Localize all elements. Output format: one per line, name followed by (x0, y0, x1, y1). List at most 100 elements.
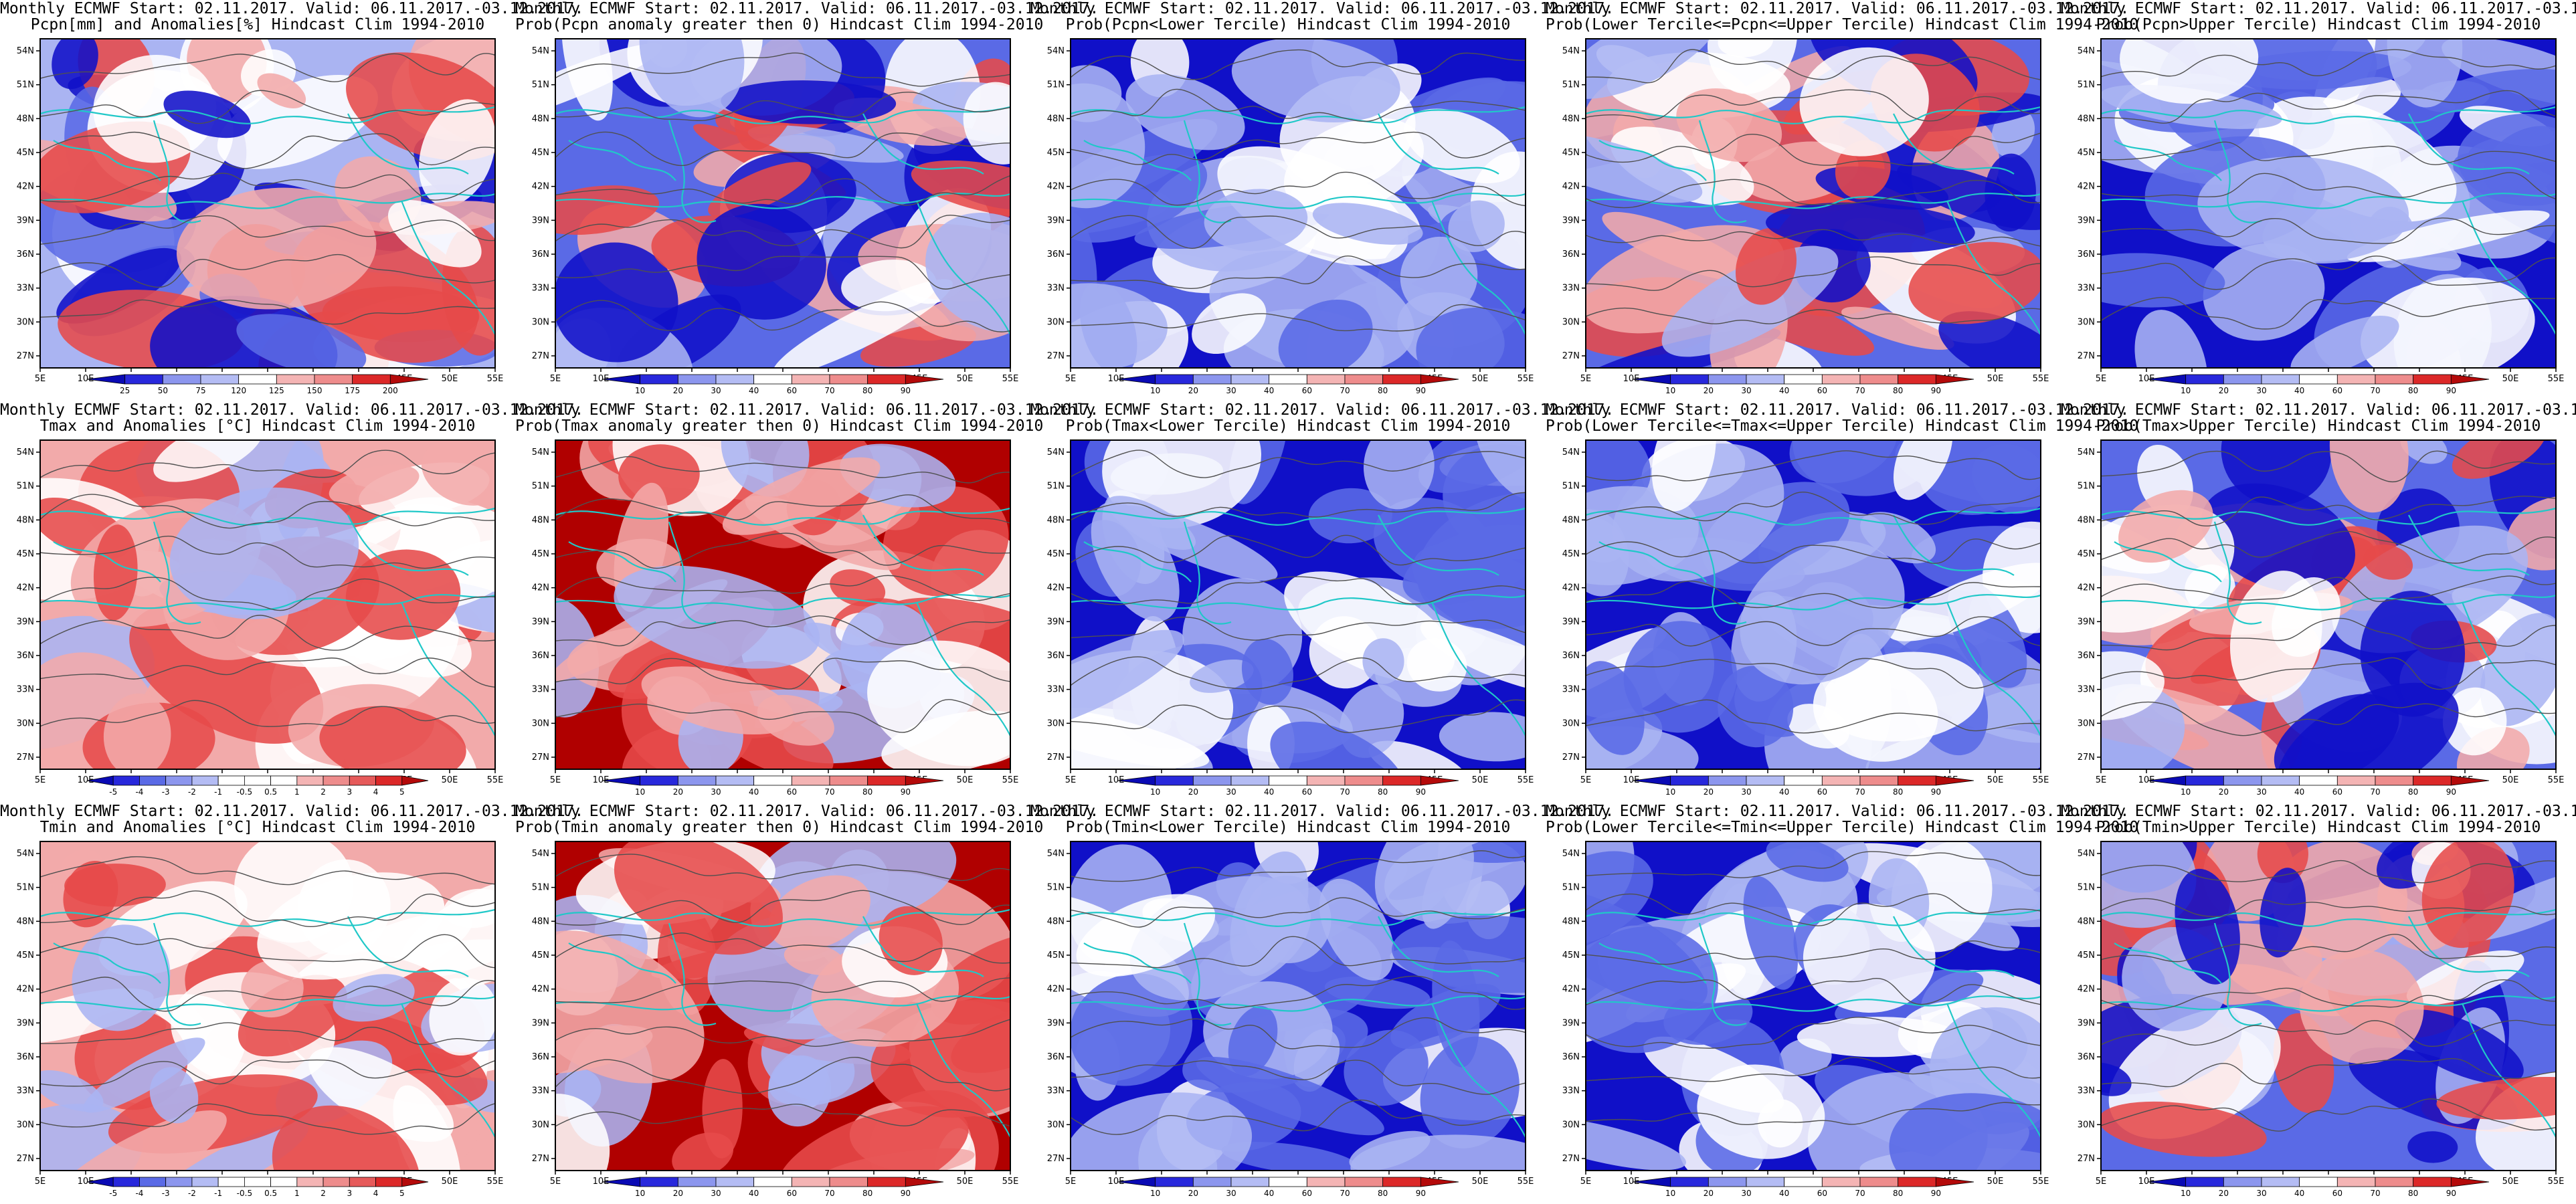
colorbar-label: 175 (345, 386, 360, 395)
contour-line (1071, 534, 1526, 566)
forecast-map: 5E10E15E20E25E30E35E40E45E50E55E54N51N48… (532, 439, 1018, 797)
panel-title-line-2: Prob(Tmin anomaly greater then 0) Hindca… (515, 819, 1044, 836)
colorbar-label: 1 (294, 787, 300, 797)
colorbar-label: 40 (749, 787, 759, 797)
colorbar-segment (2336, 1177, 2376, 1187)
field-patch (1586, 661, 1645, 755)
colorbar-segment (2185, 775, 2224, 786)
field-patch (2407, 1131, 2458, 1163)
contour-line (1071, 975, 1526, 1010)
lon-tick-label: 50E (957, 775, 974, 785)
field-patch (1813, 660, 1938, 762)
colorbar-segment (1746, 775, 1785, 786)
colorbar-label: 40 (749, 386, 759, 395)
coastline (400, 200, 495, 335)
contour-line (2101, 141, 2556, 165)
field-patch (2360, 591, 2466, 717)
field-patch (1972, 443, 2041, 514)
colorbar-label: 60 (2332, 1189, 2342, 1198)
colorbar-segment (753, 1177, 792, 1187)
colorbar-label: 90 (2446, 787, 2456, 797)
contour-line (1586, 538, 2041, 564)
colorbar-label: 80 (1893, 1189, 1903, 1198)
colorbar-label: -0.5 (237, 1189, 252, 1198)
lon-tick-label: 5E (550, 775, 561, 785)
lat-tick-label: 27N (1047, 752, 1065, 763)
forecast-map: 5E10E15E20E25E30E35E40E45E50E55E54N51N48… (1047, 439, 1534, 797)
coastline (1586, 507, 2041, 526)
field-patch (1350, 1134, 1526, 1171)
colorbar-segment (1420, 775, 1459, 786)
coastline (2461, 601, 2556, 736)
lon-tick-label: 10E (1108, 374, 1125, 384)
lon-tick-label: 10E (593, 775, 610, 785)
panel-title-line-1: Monthly ECMWF Start: 02.11.2017. Valid: … (2061, 0, 2576, 17)
field-patch (2406, 950, 2524, 1005)
lat-tick-label: 30N (1047, 718, 1065, 728)
coastline (347, 514, 469, 576)
colorbar-segment (1344, 775, 1384, 786)
coastline (53, 942, 161, 984)
map-panel: Monthly ECMWF Start: 02.11.2017. Valid: … (1030, 803, 1614, 1204)
colorbar-segment (2223, 775, 2262, 786)
coastline (1698, 521, 1747, 625)
forecast-map: 5E10E15E20E25E30E35E40E45E50E55E54N51N48… (17, 38, 503, 395)
coastline (2408, 514, 2530, 576)
lon-tick-label: 10E (1108, 1177, 1125, 1187)
lat-tick-label: 39N (2078, 617, 2095, 627)
field-patch (767, 1055, 832, 1127)
colorbar-label: 150 (307, 386, 323, 395)
lat-tick-label: 42N (2078, 985, 2095, 995)
map-panel: Monthly ECMWF Start: 02.11.2017. Valid: … (1546, 0, 2138, 401)
field-patch (2101, 841, 2197, 928)
lat-tick-label: 48N (2078, 114, 2095, 124)
lat-tick-label: 33N (1047, 1086, 1065, 1096)
contour-line (1071, 936, 1526, 969)
coastline (555, 193, 1010, 209)
lon-tick-label: 10E (1623, 374, 1640, 384)
colorbar-segment (1708, 1177, 1747, 1187)
lat-tick-label: 30N (1047, 317, 1065, 327)
colorbar-label: 30 (2256, 386, 2266, 395)
field-patch (925, 212, 1010, 332)
contour-line (555, 1057, 1010, 1094)
field-patch (1708, 39, 1798, 94)
colorbar-label: 70 (1855, 787, 1865, 797)
colorbar-segment (829, 1177, 868, 1187)
colorbar-label: 20 (1188, 787, 1198, 797)
coastline (153, 521, 201, 625)
colorbar-label: 80 (1378, 787, 1388, 797)
field-patch (1231, 39, 1400, 123)
lat-tick-label: 54N (532, 447, 549, 458)
field-patch (1278, 299, 1373, 368)
field-patch (1586, 888, 1708, 1010)
coastline (2101, 507, 2556, 526)
lon-tick-label: 10E (593, 1177, 610, 1187)
contour-line (2101, 701, 2556, 736)
contour-line (1586, 49, 2041, 84)
forecast-map: 5E10E15E20E25E30E35E40E45E50E55E54N51N48… (1047, 841, 1534, 1198)
contour-line (40, 700, 495, 727)
colorbar-segment (640, 1177, 678, 1187)
field-patch (1651, 440, 1716, 512)
lat-tick-label: 45N (2078, 148, 2095, 158)
contour-line (1586, 977, 2041, 1006)
colorbar-segment (677, 1177, 717, 1187)
field-patch (1611, 126, 1754, 206)
lat-tick-label: 39N (532, 215, 549, 225)
lat-tick-label: 36N (2078, 249, 2095, 260)
field-patch (1718, 666, 1794, 748)
lon-tick-label: 10E (78, 1177, 94, 1187)
lon-tick-label: 5E (1065, 775, 1077, 785)
lat-tick-label: 27N (532, 1154, 549, 1164)
lon-tick-label: 55E (2033, 1177, 2049, 1187)
field-patch (721, 440, 810, 497)
lat-tick-label: 27N (1562, 351, 1580, 361)
colorbar-segment (1230, 1177, 1270, 1187)
colorbar-label: 80 (1893, 787, 1903, 797)
colorbar-segment (1935, 1177, 1974, 1187)
colorbar-segment (401, 775, 429, 786)
coastline (2101, 106, 2556, 124)
field-patch (64, 864, 166, 907)
lat-tick-label: 30N (2078, 1120, 2095, 1130)
